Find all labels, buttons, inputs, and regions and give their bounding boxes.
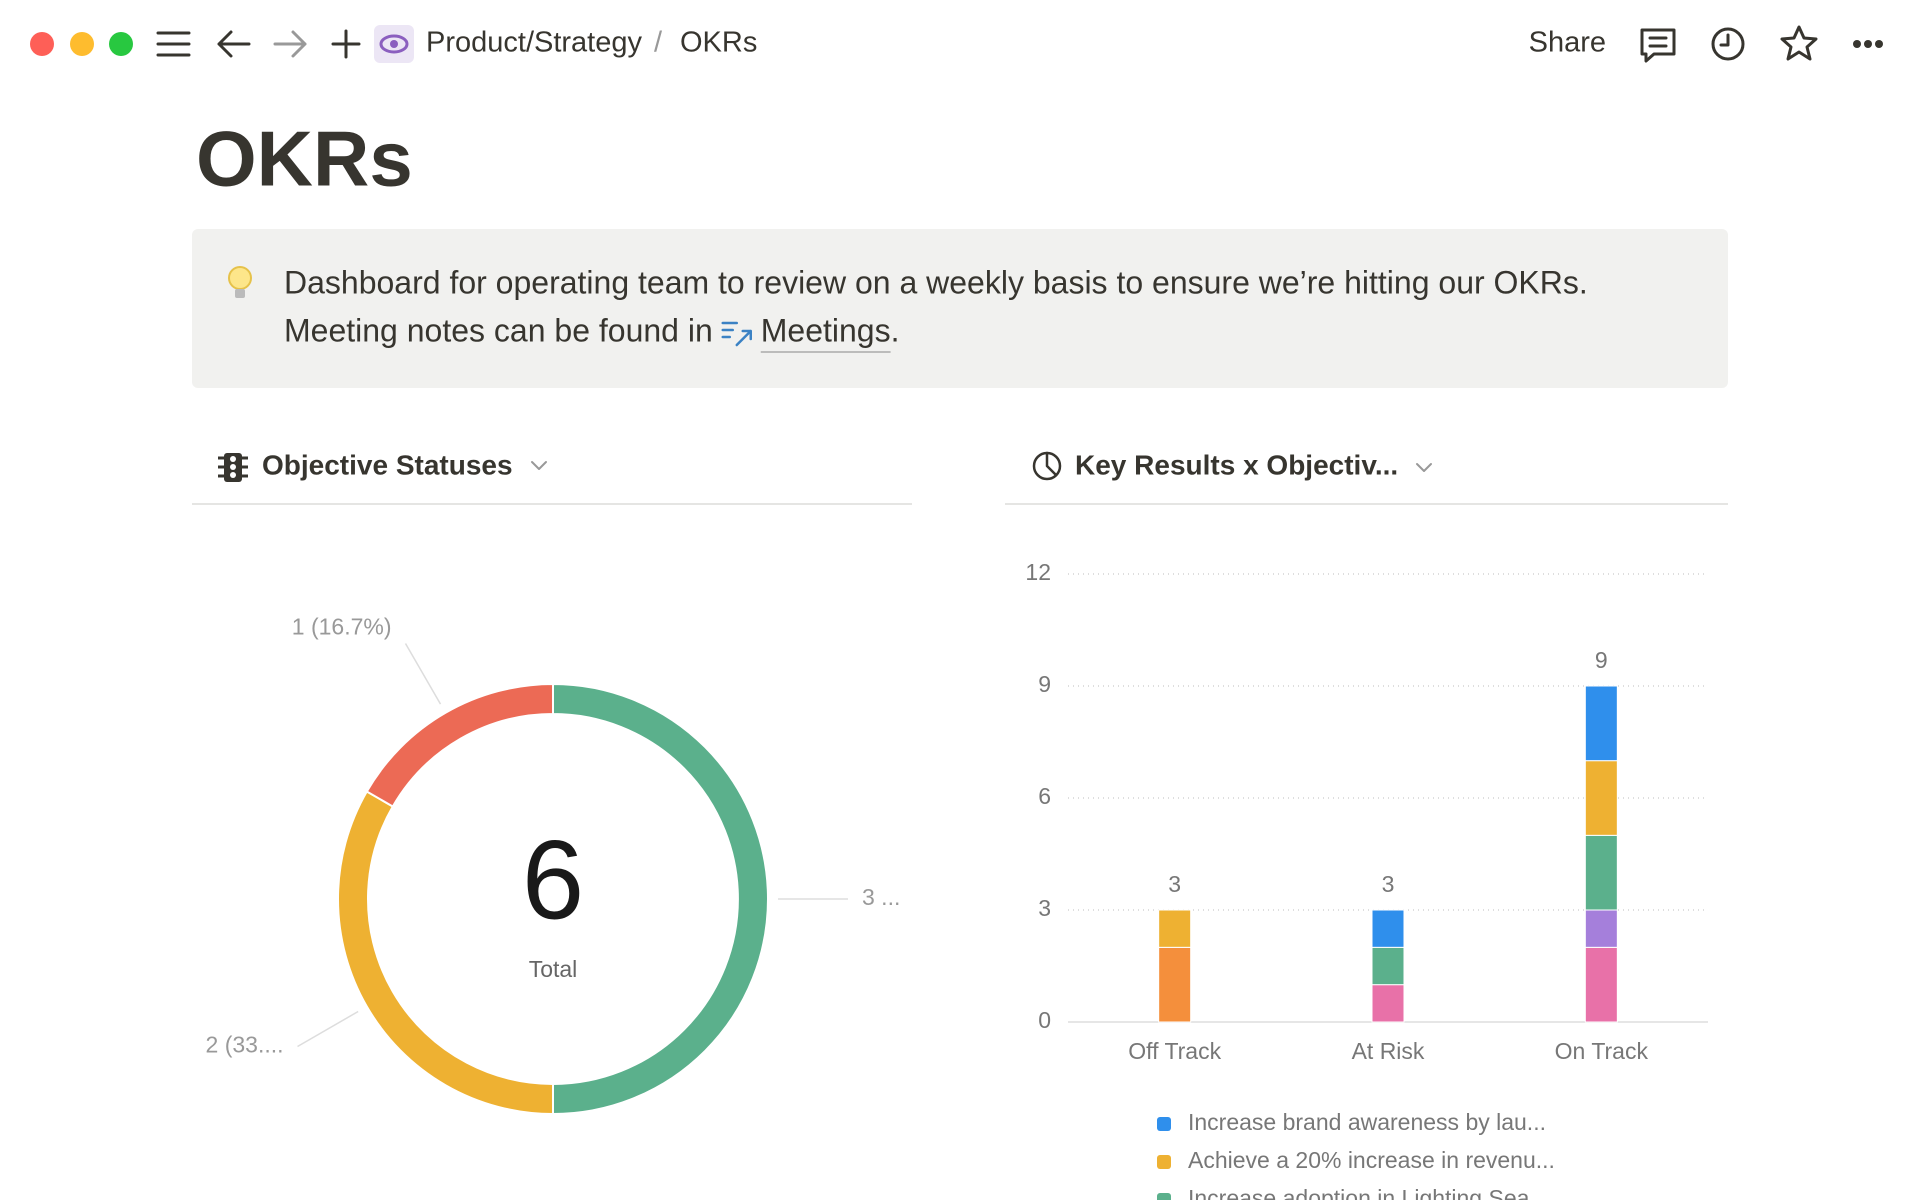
chart-title[interactable]: Key Results x Objectiv... xyxy=(1075,449,1398,480)
chevron[interactable] xyxy=(531,461,547,470)
bar-segment xyxy=(1158,946,1192,1023)
bar-segment xyxy=(1584,834,1618,911)
total-label: 3 xyxy=(1168,871,1181,897)
bar-segment xyxy=(1371,984,1405,1023)
y-tick-label: 12 xyxy=(1025,559,1051,585)
data-label: 1 (16.7%) xyxy=(292,614,392,640)
callout-link[interactable]: Meetings xyxy=(761,312,891,348)
more-button[interactable] xyxy=(1853,40,1883,48)
data-label: 3 ... xyxy=(862,884,900,910)
bar-segment xyxy=(1584,909,1618,948)
bar-segment xyxy=(1584,946,1618,1023)
callout-icon xyxy=(228,266,252,298)
callout-text: . xyxy=(891,312,900,348)
bar-segment xyxy=(1584,760,1618,836)
chart-icon xyxy=(1032,451,1062,481)
bar-segment xyxy=(1584,685,1618,762)
callout xyxy=(192,229,1728,388)
bar-segment xyxy=(1158,909,1192,948)
new-button[interactable] xyxy=(331,29,361,59)
bar-segment xyxy=(1371,946,1405,986)
center-value: 6 xyxy=(522,818,584,943)
x-tick-label: At Risk xyxy=(1352,1038,1425,1064)
menu-button[interactable] xyxy=(156,31,191,57)
share-button[interactable]: Share xyxy=(1529,27,1606,59)
leader-line xyxy=(297,1010,359,1048)
page-icon xyxy=(374,25,414,63)
chevron[interactable] xyxy=(1416,463,1432,472)
total-label: 3 xyxy=(1382,871,1395,897)
close-button[interactable] xyxy=(30,32,54,56)
callout-text: Dashboard for operating team to review o… xyxy=(284,264,1588,300)
y-tick-label: 9 xyxy=(1038,671,1051,697)
history-button[interactable] xyxy=(1711,27,1745,61)
page-title: OKRs xyxy=(196,115,413,203)
legend-label: Increase adoption in Lighting Sea... xyxy=(1188,1185,1549,1200)
zoom-button[interactable] xyxy=(109,32,133,56)
legend-swatch xyxy=(1157,1155,1171,1169)
y-tick-label: 3 xyxy=(1038,895,1051,921)
minimize-button[interactable] xyxy=(70,32,94,56)
traffic-icon xyxy=(218,453,248,482)
forward-button[interactable] xyxy=(273,30,307,58)
data-label: 2 (33.... xyxy=(206,1032,284,1058)
center-label: Total xyxy=(529,956,578,982)
leader-line xyxy=(404,643,442,705)
back-button[interactable] xyxy=(217,30,251,58)
legend-swatch xyxy=(1157,1193,1171,1200)
total-label: 9 xyxy=(1595,647,1608,673)
favorite-button[interactable] xyxy=(1780,25,1818,61)
legend-swatch xyxy=(1157,1117,1171,1131)
chart-title[interactable]: Objective Statuses xyxy=(262,449,513,480)
donut-segment xyxy=(337,790,554,1116)
callout-text: Meeting notes can be found in xyxy=(284,312,713,348)
breadcrumb-item[interactable]: OKRs xyxy=(680,27,757,59)
legend-label: Achieve a 20% increase in revenu... xyxy=(1188,1147,1555,1173)
comments-button[interactable] xyxy=(1640,28,1676,63)
x-tick-label: Off Track xyxy=(1128,1038,1221,1064)
legend-label: Increase brand awareness by lau... xyxy=(1188,1109,1546,1135)
bar-segment xyxy=(1371,909,1405,948)
donut-segment xyxy=(365,682,554,808)
link-icon xyxy=(721,321,752,347)
breadcrumb-separator: / xyxy=(654,27,663,59)
breadcrumb-item[interactable]: Product/Strategy xyxy=(426,27,642,59)
y-tick-label: 0 xyxy=(1038,1007,1051,1033)
y-tick-label: 6 xyxy=(1038,783,1051,809)
donut-segment xyxy=(552,682,769,1116)
x-tick-label: On Track xyxy=(1555,1038,1649,1064)
